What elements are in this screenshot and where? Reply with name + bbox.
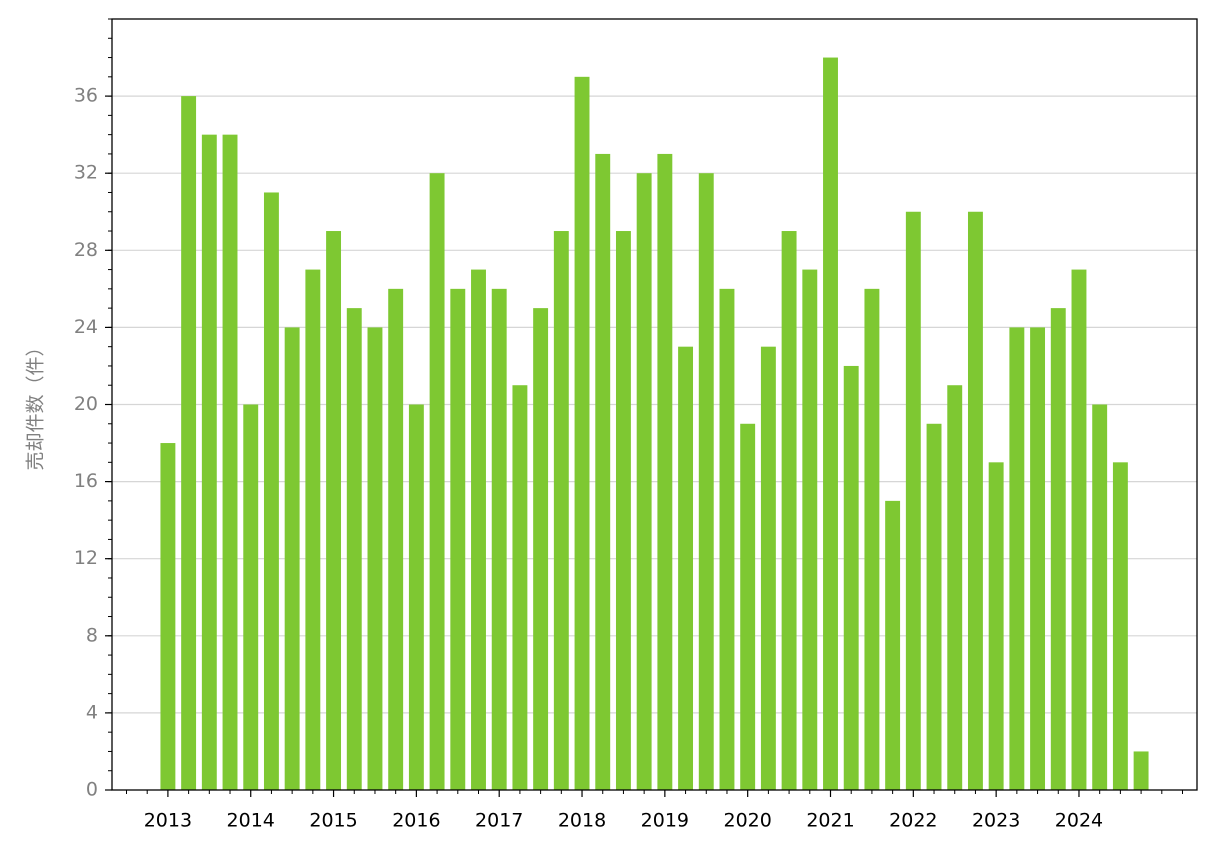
x-tick-label: 2022: [889, 810, 937, 832]
plot-frame: [111, 18, 1198, 791]
bar: [181, 96, 197, 791]
bar: [698, 173, 714, 790]
bar: [491, 288, 507, 790]
y-tick-label: 16: [74, 470, 98, 492]
bar: [947, 385, 963, 790]
bar: [885, 500, 901, 790]
y-tick-label: 8: [86, 624, 98, 646]
y-tick-label: 4: [86, 701, 98, 723]
bar: [678, 346, 694, 790]
bar: [533, 308, 549, 790]
y-tick-label: 36: [74, 85, 98, 107]
y-tick-label: 12: [74, 547, 98, 569]
bar: [471, 269, 486, 790]
x-tick-label: 2021: [806, 810, 854, 832]
bar: [595, 153, 611, 791]
bar: [1030, 327, 1046, 790]
x-tick-label: 2019: [641, 810, 689, 832]
bar: [222, 134, 238, 790]
bar: [615, 231, 631, 790]
bar: [553, 231, 569, 790]
bar: [760, 346, 776, 790]
bar: [574, 76, 590, 790]
x-tick-label: 2017: [475, 810, 523, 832]
bar: [512, 385, 528, 790]
bar: [263, 192, 279, 791]
bar: [284, 327, 300, 790]
x-tick-label: 2016: [392, 810, 440, 832]
bar: [450, 288, 466, 790]
bar: [719, 288, 735, 790]
bar: [429, 173, 445, 790]
bar: [408, 404, 424, 790]
bar: [926, 423, 942, 790]
bar: [864, 288, 880, 790]
bar: [781, 231, 797, 790]
bar: [1092, 404, 1108, 790]
bar: [1071, 269, 1087, 790]
bar: [388, 288, 404, 790]
bar: [967, 211, 983, 790]
y-axis-label: 売却件数（件）: [25, 337, 47, 470]
x-tick-label: 2023: [972, 810, 1020, 832]
y-tick-label: 32: [74, 162, 98, 184]
bar: [905, 211, 921, 790]
y-tick-label: 28: [74, 239, 98, 261]
bar: [657, 153, 673, 791]
bar: [843, 365, 859, 790]
y-tick-label: 0: [86, 779, 98, 801]
bar: [326, 231, 342, 790]
bar: [823, 57, 838, 791]
bar: [201, 134, 217, 790]
bar: [346, 308, 362, 790]
x-tick-label: 2015: [309, 810, 357, 832]
bar: [740, 423, 756, 790]
y-tick-label: 20: [74, 393, 98, 415]
bar: [1009, 327, 1025, 790]
bar: [802, 269, 818, 790]
bar: [1112, 462, 1128, 790]
x-tick-label: 2024: [1055, 810, 1103, 832]
bar: [636, 173, 652, 790]
bar: [988, 462, 1004, 790]
bar: [1050, 308, 1066, 790]
x-tick-label: 2014: [227, 810, 275, 832]
bar: [305, 269, 321, 790]
bar: [1133, 751, 1149, 790]
x-tick-label: 2013: [144, 810, 192, 832]
bar: [367, 327, 383, 790]
x-tick-label: 2018: [558, 810, 606, 832]
bar: [160, 443, 176, 790]
x-tick-label: 2020: [723, 810, 771, 832]
bar: [243, 404, 259, 790]
y-tick-label: 24: [74, 316, 98, 338]
